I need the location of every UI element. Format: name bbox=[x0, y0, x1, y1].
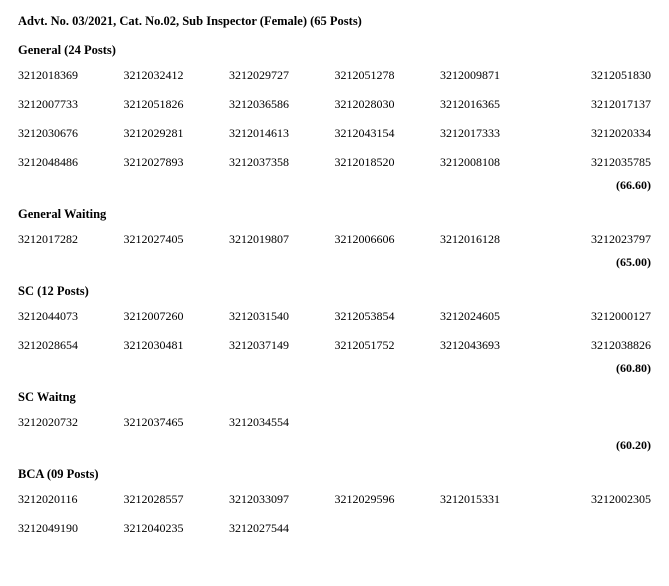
data-row: 3212020116321202855732120330973212029596… bbox=[18, 492, 651, 507]
roll-number-cell: 3212029727 bbox=[229, 68, 335, 83]
roll-number-cell bbox=[440, 415, 546, 430]
roll-number-cell: 3212037149 bbox=[229, 338, 335, 353]
roll-number-cell: 3212028654 bbox=[18, 338, 124, 353]
roll-number-cell: 3212027893 bbox=[124, 155, 230, 170]
spacer bbox=[18, 438, 546, 453]
roll-number-cell: 3212029596 bbox=[335, 492, 441, 507]
roll-number-cell: 3212032412 bbox=[124, 68, 230, 83]
roll-number-cell: 3212033097 bbox=[229, 492, 335, 507]
roll-number-cell: 3212020116 bbox=[18, 492, 124, 507]
roll-number-cell: 3212016365 bbox=[440, 97, 546, 112]
cutoff-row: (60.80) bbox=[18, 361, 651, 376]
roll-number-cell: 3212043154 bbox=[335, 126, 441, 141]
roll-number-cell: 3212038826 bbox=[546, 338, 652, 353]
roll-number-cell: 3212016128 bbox=[440, 232, 546, 247]
cutoff-row: (66.60) bbox=[18, 178, 651, 193]
roll-number-cell: 3212017333 bbox=[440, 126, 546, 141]
sections-container: General (24 Posts)3212018369321203241232… bbox=[18, 43, 651, 536]
roll-number-cell: 3212019807 bbox=[229, 232, 335, 247]
roll-number-cell: 3212006606 bbox=[335, 232, 441, 247]
roll-number-cell: 3212028030 bbox=[335, 97, 441, 112]
roll-number-cell: 3212015331 bbox=[440, 492, 546, 507]
roll-number-cell bbox=[335, 415, 441, 430]
cutoff-value: (60.80) bbox=[546, 361, 652, 376]
data-row: 3212017282321202740532120198073212006606… bbox=[18, 232, 651, 247]
data-row: 3212028654321203048132120371493212051752… bbox=[18, 338, 651, 353]
section-heading: General (24 Posts) bbox=[18, 43, 651, 58]
roll-number-cell: 3212028557 bbox=[124, 492, 230, 507]
roll-number-cell: 3212035785 bbox=[546, 155, 652, 170]
roll-number-cell: 3212018369 bbox=[18, 68, 124, 83]
roll-number-cell bbox=[546, 521, 652, 536]
roll-number-cell: 3212051278 bbox=[335, 68, 441, 83]
roll-number-cell: 3212014613 bbox=[229, 126, 335, 141]
spacer bbox=[18, 255, 546, 270]
roll-number-cell: 3212030676 bbox=[18, 126, 124, 141]
roll-number-cell: 3212048486 bbox=[18, 155, 124, 170]
spacer bbox=[18, 178, 546, 193]
roll-number-cell: 3212009871 bbox=[440, 68, 546, 83]
cutoff-value: (60.20) bbox=[546, 438, 652, 453]
cutoff-row: (65.00) bbox=[18, 255, 651, 270]
cutoff-row: (60.20) bbox=[18, 438, 651, 453]
roll-number-cell: 3212020732 bbox=[18, 415, 124, 430]
data-row: 3212048486321202789332120373583212018520… bbox=[18, 155, 651, 170]
roll-number-cell: 3212051830 bbox=[546, 68, 652, 83]
roll-number-cell: 3212037358 bbox=[229, 155, 335, 170]
roll-number-cell: 3212034554 bbox=[229, 415, 335, 430]
roll-number-cell: 3212030481 bbox=[124, 338, 230, 353]
roll-number-cell: 3212036586 bbox=[229, 97, 335, 112]
roll-number-cell: 3212051826 bbox=[124, 97, 230, 112]
roll-number-cell: 3212007260 bbox=[124, 309, 230, 324]
section-heading: SC (12 Posts) bbox=[18, 284, 651, 299]
data-row: 321202073232120374653212034554 bbox=[18, 415, 651, 430]
roll-number-cell: 3212018520 bbox=[335, 155, 441, 170]
roll-number-cell: 3212020334 bbox=[546, 126, 652, 141]
data-row: 321204919032120402353212027544 bbox=[18, 521, 651, 536]
data-row: 3212007733321205182632120365863212028030… bbox=[18, 97, 651, 112]
data-row: 3212030676321202928132120146133212043154… bbox=[18, 126, 651, 141]
roll-number-cell: 3212024605 bbox=[440, 309, 546, 324]
roll-number-cell: 3212000127 bbox=[546, 309, 652, 324]
roll-number-cell bbox=[546, 415, 652, 430]
roll-number-cell: 3212008108 bbox=[440, 155, 546, 170]
cutoff-value: (66.60) bbox=[546, 178, 652, 193]
roll-number-cell: 3212029281 bbox=[124, 126, 230, 141]
roll-number-cell: 3212051752 bbox=[335, 338, 441, 353]
roll-number-cell bbox=[440, 521, 546, 536]
data-row: 3212018369321203241232120297273212051278… bbox=[18, 68, 651, 83]
roll-number-cell: 3212040235 bbox=[124, 521, 230, 536]
roll-number-cell: 3212007733 bbox=[18, 97, 124, 112]
spacer bbox=[18, 361, 546, 376]
section-heading: SC Waitng bbox=[18, 390, 651, 405]
page-title: Advt. No. 03/2021, Cat. No.02, Sub Inspe… bbox=[18, 14, 651, 29]
roll-number-cell: 3212027405 bbox=[124, 232, 230, 247]
roll-number-cell: 3212002305 bbox=[546, 492, 652, 507]
roll-number-cell: 3212017282 bbox=[18, 232, 124, 247]
roll-number-cell: 3212043693 bbox=[440, 338, 546, 353]
cutoff-value: (65.00) bbox=[546, 255, 652, 270]
roll-number-cell: 3212049190 bbox=[18, 521, 124, 536]
roll-number-cell: 3212044073 bbox=[18, 309, 124, 324]
data-row: 3212044073321200726032120315403212053854… bbox=[18, 309, 651, 324]
roll-number-cell: 3212053854 bbox=[335, 309, 441, 324]
roll-number-cell bbox=[335, 521, 441, 536]
roll-number-cell: 3212037465 bbox=[124, 415, 230, 430]
section-heading: BCA (09 Posts) bbox=[18, 467, 651, 482]
roll-number-cell: 3212031540 bbox=[229, 309, 335, 324]
roll-number-cell: 3212027544 bbox=[229, 521, 335, 536]
section-heading: General Waiting bbox=[18, 207, 651, 222]
roll-number-cell: 3212017137 bbox=[546, 97, 652, 112]
roll-number-cell: 3212023797 bbox=[546, 232, 652, 247]
